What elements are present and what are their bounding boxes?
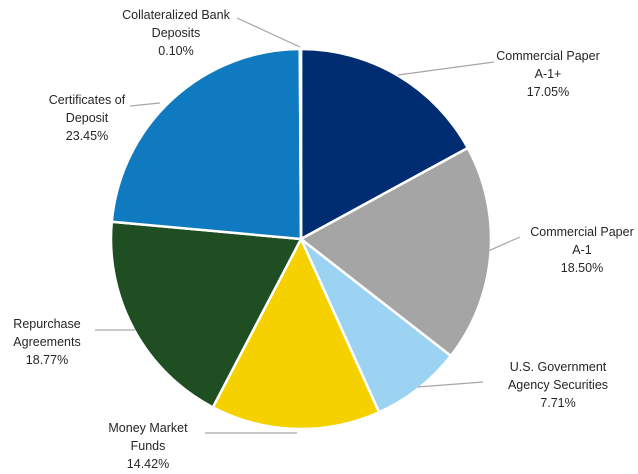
slice-percent-1: 17.05% — [527, 85, 569, 99]
slice-label-line-7-1: Collateralized Bank — [122, 8, 230, 22]
slice-label-line-6-1: Certificates of — [49, 93, 126, 107]
slice-label-1: Commercial Paper A-1+ 17.05% — [496, 49, 600, 99]
pie-slice-2 — [299, 146, 493, 358]
slice-percent-4: 14.42% — [127, 457, 169, 471]
leader-line-3 — [417, 381, 484, 388]
slice-label-7: Collateralized Bank Deposits 0.10% — [122, 8, 230, 58]
slice-label-2: Commercial Paper A-1 18.50% — [530, 225, 634, 275]
slice-label-line-7-2: Deposits — [152, 26, 201, 40]
slice-label-line-5-1: Repurchase — [13, 317, 80, 331]
slice-percent-2: 18.50% — [561, 261, 603, 275]
slice-label-5: Repurchase Agreements 18.77% — [13, 317, 80, 367]
slice-percent-5: 18.77% — [26, 353, 68, 367]
pie-slice-7 — [298, 47, 303, 241]
leader-line-2 — [469, 236, 521, 260]
pie-slice-3 — [299, 237, 453, 414]
pie-slice-6 — [110, 47, 303, 241]
slice-label-line-2-1: Commercial Paper — [530, 225, 634, 239]
slice-percent-3: 7.71% — [540, 396, 575, 410]
leader-line-7 — [236, 17, 301, 48]
slice-label-line-6-2: Deposit — [66, 111, 109, 125]
slice-label-line-4-1: Money Market — [108, 421, 188, 435]
slice-label-line-3-2: Agency Securities — [508, 378, 608, 392]
slice-label-line-1-2: A-1+ — [535, 67, 562, 81]
leader-line-1 — [397, 61, 495, 76]
leader-line-6 — [129, 102, 161, 107]
slice-label-3: U.S. Government Agency Securities 7.71% — [508, 360, 608, 410]
slice-label-line-2-2: A-1 — [572, 243, 592, 257]
slice-label-6: Certificates of Deposit 23.45% — [49, 93, 126, 143]
slice-label-4: Money Market Funds 14.42% — [108, 421, 188, 471]
slice-percent-6: 23.45% — [66, 129, 108, 143]
slice-label-line-1-1: Commercial Paper — [496, 49, 600, 63]
slice-label-line-5-2: Agreements — [13, 335, 80, 349]
slice-percent-7: 0.10% — [158, 44, 193, 58]
slice-label-line-3-1: U.S. Government — [510, 360, 607, 374]
slice-label-line-4-2: Funds — [131, 439, 166, 453]
pie-slice-4 — [211, 237, 381, 431]
pie-slice-1 — [299, 47, 470, 241]
